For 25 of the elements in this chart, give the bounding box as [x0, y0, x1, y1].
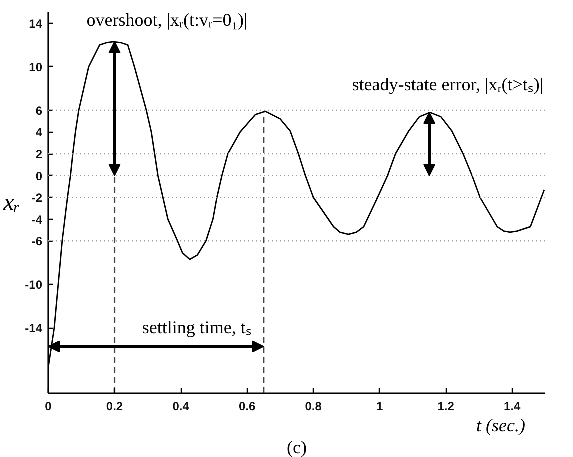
x-tick-label: 0.8 [305, 400, 322, 414]
x-tick-label: 0.2 [106, 400, 124, 414]
text: (c) [287, 438, 307, 457]
x-tick-label: 0 [45, 400, 52, 414]
y-tick-label: 14 [29, 16, 43, 31]
y-tick-label: 0 [36, 169, 43, 184]
y-tick-label: -14 [25, 322, 43, 336]
x-tick-label: 0.6 [238, 400, 256, 414]
y-tick-label: 4 [36, 126, 43, 140]
y-axis-title: xᵣ [2, 190, 20, 216]
x-tick-label: 1.4 [504, 400, 522, 414]
y-tick-label: 10 [29, 60, 43, 74]
annotation: steady-state error, |xᵣ(t>tₛ)| [352, 74, 544, 95]
y-tick-label: -2 [32, 191, 43, 206]
y-tick-label: -6 [32, 234, 43, 249]
y-tick-label: -4 [32, 212, 43, 227]
x-tick-label: 1 [376, 400, 384, 414]
annotation: settling time, tₛ [142, 318, 252, 338]
y-tick-label: 2 [36, 148, 43, 162]
x-tick-label: 0.4 [172, 400, 190, 414]
x-axis-title: t (sec.) [476, 416, 526, 436]
y-tick-label: -10 [25, 278, 43, 292]
y-tick-label: 6 [36, 104, 43, 118]
x-tick-label: 1.2 [438, 400, 455, 414]
annotation: overshoot, |xᵣ(t:vᵣ=0₁)| [86, 10, 248, 30]
